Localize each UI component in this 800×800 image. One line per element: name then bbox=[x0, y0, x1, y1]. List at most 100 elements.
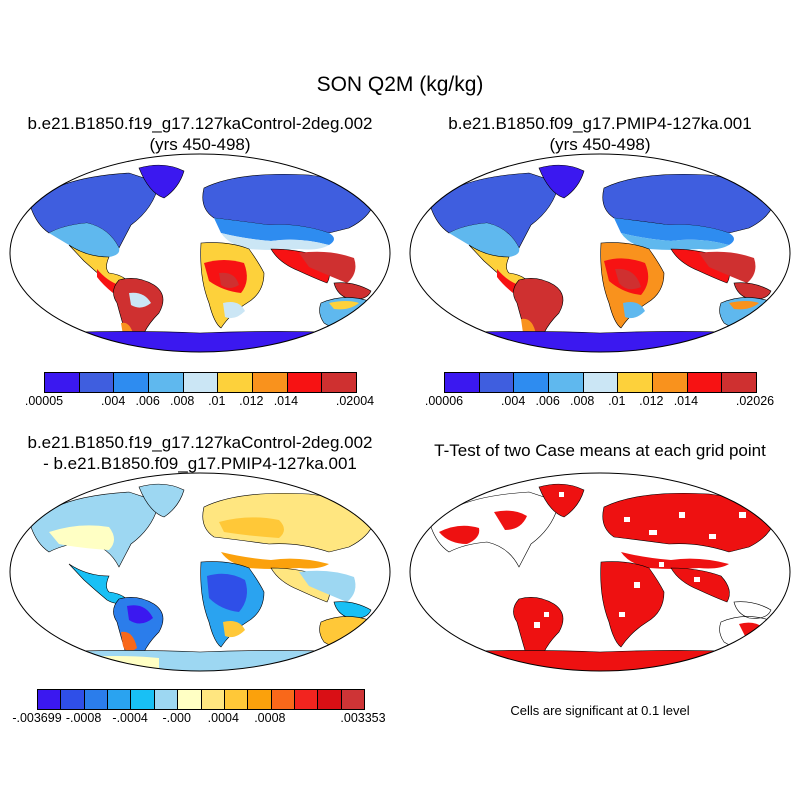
n-australia bbox=[329, 301, 359, 310]
map-border bbox=[9, 472, 391, 672]
na-mid-region bbox=[49, 223, 120, 257]
mexico-coast bbox=[97, 269, 119, 293]
panel2-title: b.e21.B1850.f09_g17.PMIP4-127ka.001 (yrs… bbox=[400, 113, 800, 155]
map-pmip4-humidity bbox=[409, 153, 791, 353]
colorbar-tick-label: .0004 bbox=[207, 711, 239, 725]
antarctica bbox=[410, 331, 790, 352]
colorbar-swatch bbox=[79, 373, 115, 392]
southeast-asia bbox=[299, 251, 356, 283]
sa-plateau bbox=[129, 292, 151, 308]
significance-note: Cells are significant at 0.1 level bbox=[510, 703, 690, 718]
panel2-title-line2: (yrs 450-498) bbox=[549, 135, 651, 154]
central-america bbox=[68, 563, 130, 604]
sig-central-asia bbox=[621, 552, 729, 569]
colorbar-swatch bbox=[687, 373, 723, 392]
panel4-title-line1: T-Test of two Case means at each grid po… bbox=[434, 441, 766, 460]
congo-basin bbox=[615, 268, 641, 290]
colorbar-swatch bbox=[322, 373, 357, 392]
new-zealand bbox=[773, 321, 781, 333]
colorbar-tick-label: -.0004 bbox=[112, 711, 148, 725]
colorbar-tick-label: .006 bbox=[135, 394, 160, 408]
greenland bbox=[138, 164, 185, 199]
panel3-title-line2: - b.e21.B1850.f09_g17.PMIP4-127ka.001 bbox=[43, 454, 357, 473]
antarctica-patch bbox=[69, 656, 159, 671]
southern-africa bbox=[223, 302, 245, 319]
na-mid-region bbox=[449, 223, 520, 257]
colorbar-swatch bbox=[341, 690, 365, 709]
southeast-asia bbox=[699, 251, 756, 283]
na-patch bbox=[49, 525, 114, 550]
maritime-continent bbox=[333, 282, 372, 300]
colorbar-tick-label: -.000 bbox=[162, 711, 191, 725]
colorbar-tick-label: .004 bbox=[500, 394, 526, 408]
colorbar-difference bbox=[37, 689, 365, 710]
colorbar-tick-label: .012 bbox=[639, 394, 664, 408]
eurasia-mid bbox=[214, 218, 334, 245]
colorbar-swatch bbox=[108, 690, 132, 709]
colorbar-control bbox=[44, 372, 357, 393]
colorbar-swatch bbox=[253, 373, 288, 392]
panel4-title: T-Test of two Case means at each grid po… bbox=[400, 440, 800, 461]
sig-na-north bbox=[494, 510, 527, 530]
colorbar-swatch bbox=[583, 373, 619, 392]
colorbar-swatch bbox=[618, 373, 654, 392]
southern-africa bbox=[623, 302, 645, 319]
colorbar-swatch bbox=[61, 690, 85, 709]
nonsig-gaps bbox=[534, 492, 746, 628]
colorbar-swatch bbox=[287, 373, 323, 392]
panel1-title: b.e21.B1850.f19_g17.127kaControl-2deg.00… bbox=[0, 113, 400, 155]
na-outline bbox=[430, 491, 560, 568]
sig-antarctica bbox=[410, 650, 790, 671]
colorbar-tick-label: .006 bbox=[535, 394, 560, 408]
colorbar-tick-label: .01 bbox=[208, 394, 226, 408]
eurasia-north bbox=[202, 492, 375, 553]
new-zealand bbox=[373, 321, 381, 333]
colorbar-swatch bbox=[722, 373, 757, 392]
colorbar-swatch bbox=[84, 690, 109, 709]
colorbar-tick-label: .012 bbox=[239, 394, 264, 408]
sa-south bbox=[121, 631, 137, 652]
colorbar-swatch bbox=[149, 373, 184, 392]
map-difference bbox=[9, 472, 391, 672]
panel3-title-line1: b.e21.B1850.f19_g17.127kaControl-2deg.00… bbox=[27, 433, 373, 452]
panel3-title: b.e21.B1850.f19_g17.127kaControl-2deg.00… bbox=[0, 432, 400, 474]
eurasia-patch bbox=[219, 517, 284, 538]
map-border bbox=[9, 153, 391, 353]
figure-title: SON Q2M (kg/kg) bbox=[316, 73, 484, 96]
colorbar-tick-label: .008 bbox=[170, 394, 195, 408]
southern-africa bbox=[223, 621, 245, 638]
colorbar-swatch bbox=[514, 373, 550, 392]
maritime-outline bbox=[733, 601, 772, 619]
sig-eurasia bbox=[602, 492, 775, 553]
mexico-coast bbox=[497, 269, 519, 293]
maritime-continent bbox=[733, 282, 772, 300]
colorbar-pmip4-labels: .00006 .004 .006 .008 .01 .012 .014 .02026 bbox=[425, 394, 774, 410]
colorbar-swatch bbox=[318, 690, 342, 709]
panel2-title-line1: b.e21.B1850.f09_g17.PMIP4-127ka.001 bbox=[448, 114, 752, 133]
colorbar-tick-label: .0008 bbox=[254, 711, 286, 725]
sig-south-asia bbox=[670, 567, 730, 603]
colorbar-swatch bbox=[178, 690, 202, 709]
colorbar-tick-label: .02004 bbox=[335, 394, 375, 408]
maritime-continent bbox=[333, 601, 372, 619]
colorbar-tick-label: -.003699 bbox=[12, 711, 62, 725]
colorbar-swatch bbox=[114, 373, 150, 392]
greenland bbox=[138, 483, 185, 518]
colorbar-swatch bbox=[45, 373, 80, 392]
colorbar-swatch bbox=[294, 690, 319, 709]
central-africa bbox=[207, 573, 247, 612]
colorbar-pmip4 bbox=[444, 372, 757, 393]
colorbar-swatch bbox=[38, 690, 62, 709]
n-australia bbox=[729, 301, 759, 310]
central-asia bbox=[221, 552, 329, 569]
map-border bbox=[409, 153, 791, 353]
map-control-humidity bbox=[9, 153, 391, 353]
colorbar-swatch bbox=[248, 690, 272, 709]
colorbar-swatch bbox=[549, 373, 584, 392]
antarctica bbox=[10, 331, 390, 352]
colorbar-swatch bbox=[224, 690, 249, 709]
greenland bbox=[538, 164, 585, 199]
colorbar-tick-label: .00005 bbox=[24, 394, 64, 408]
central-asia bbox=[221, 233, 329, 250]
